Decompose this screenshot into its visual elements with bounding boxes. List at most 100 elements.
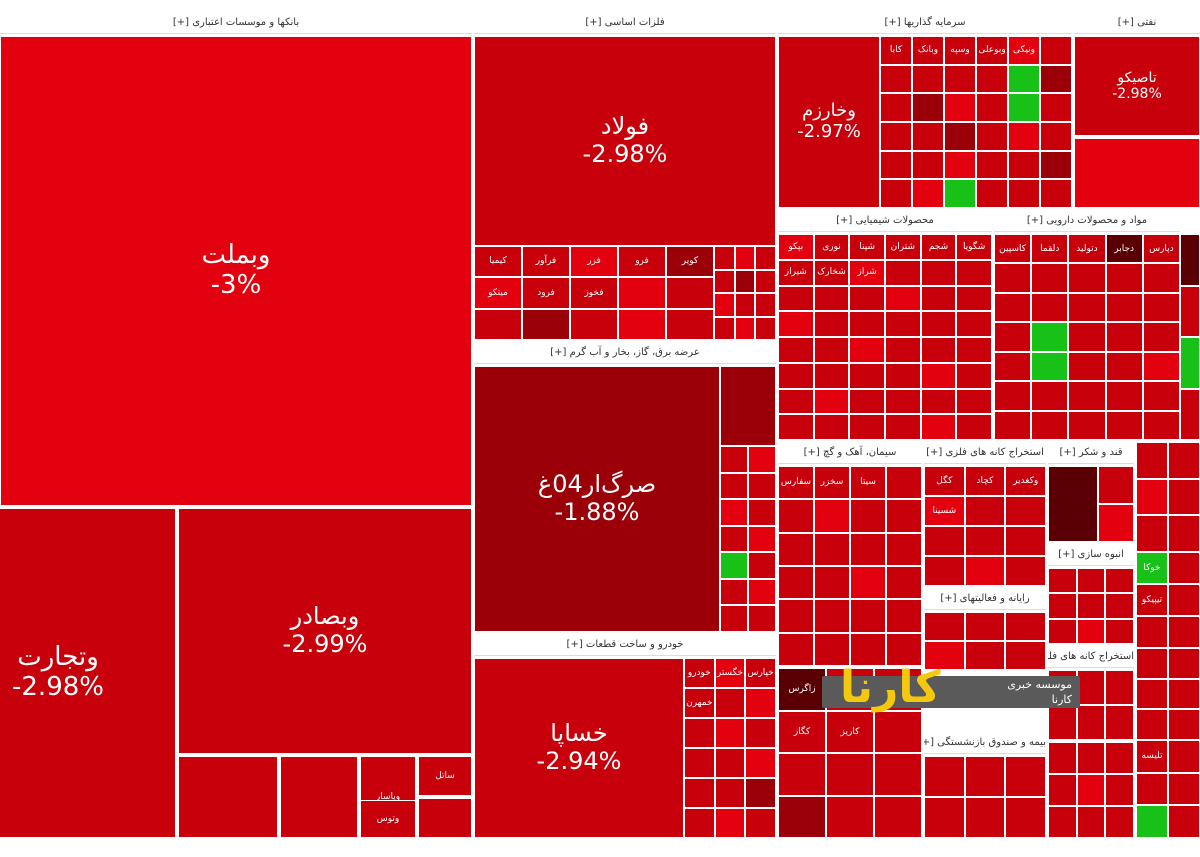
treemap-tile[interactable] [1105,774,1134,806]
treemap-tile[interactable] [1136,616,1168,648]
treemap-tile[interactable] [720,499,748,526]
treemap-tile[interactable] [1168,442,1200,479]
treemap-tile[interactable] [944,64,976,94]
treemap-tile[interactable] [1142,410,1180,440]
treemap-tile[interactable] [1076,618,1106,644]
treemap-tile[interactable] [748,499,776,526]
treemap-tile[interactable] [778,632,814,666]
treemap-tile[interactable] [920,337,957,363]
treemap-tile[interactable] [1098,466,1134,504]
treemap-tile[interactable] [885,414,921,440]
treemap-tile[interactable]: خپارس [745,658,776,688]
treemap-tile[interactable] [1180,337,1200,389]
treemap-tile[interactable]: میتکو [474,277,522,309]
treemap-tile[interactable] [1142,292,1180,323]
treemap-tile[interactable]: فرود [522,277,570,309]
treemap-tile[interactable]: نوری [813,234,850,260]
treemap-tile[interactable] [1168,616,1200,648]
treemap-tile[interactable] [745,688,776,718]
treemap-tile[interactable] [734,293,756,317]
treemap-tile[interactable] [924,797,965,838]
treemap-tile[interactable]: کگل [924,466,965,496]
treemap-tile[interactable] [714,748,746,778]
treemap-tile[interactable]: فولاد -2.98% [474,36,776,246]
treemap-tile[interactable]: شجم [920,234,957,260]
treemap-tile[interactable] [1076,568,1106,594]
treemap-tile[interactable] [994,322,1032,352]
treemap-tile[interactable] [944,93,976,122]
treemap-tile[interactable] [849,388,885,415]
sector-header[interactable]: نفتی [+] [1074,12,1200,34]
treemap-tile[interactable] [880,64,912,94]
treemap-tile[interactable] [920,311,957,337]
treemap-tile[interactable] [994,351,1032,382]
treemap-tile[interactable] [1008,64,1040,94]
treemap-tile[interactable] [964,756,1006,797]
treemap-tile[interactable] [1180,234,1200,286]
treemap-tile[interactable]: وکغدیر [1005,466,1046,496]
treemap-tile[interactable] [886,532,922,566]
treemap-tile[interactable]: صرگ‌ار04غ -1.88% [474,366,720,632]
treemap-tile[interactable] [748,578,776,606]
treemap-tile[interactable] [1005,797,1046,838]
treemap-tile[interactable] [1105,410,1143,440]
treemap-tile[interactable] [1040,150,1072,180]
treemap-tile[interactable] [912,93,944,122]
treemap-tile[interactable]: ونیکی [1008,36,1040,65]
treemap-tile[interactable] [1048,742,1077,774]
treemap-tile[interactable]: کاریز [826,710,874,753]
sector-header[interactable]: محصولات شیمیایی [+] [778,210,992,232]
treemap-tile[interactable] [814,499,850,533]
sector-header[interactable]: رایانه و فعالیتهای [+] [924,588,1046,610]
sector-header[interactable]: انبوه سازی [+] [1048,544,1134,566]
treemap-tile[interactable] [850,599,886,633]
treemap-tile[interactable] [1076,774,1106,806]
treemap-tile[interactable] [1048,705,1077,740]
sector-header[interactable]: بانکها و موسسات اعتباری [+] [0,12,472,34]
treemap-tile[interactable] [1136,515,1168,552]
treemap-tile[interactable] [1168,772,1200,806]
treemap-tile[interactable] [666,277,714,309]
treemap-tile[interactable] [720,525,748,553]
treemap-tile[interactable] [850,632,886,666]
treemap-tile[interactable]: فزر [570,246,618,278]
treemap-tile[interactable]: کیمیا [474,246,522,278]
treemap-tile[interactable] [1168,515,1200,552]
treemap-tile[interactable] [1168,678,1200,710]
treemap-tile[interactable]: سفارس [778,466,814,500]
treemap-tile[interactable] [720,366,776,446]
treemap-tile[interactable]: کابا [880,36,912,65]
treemap-tile[interactable]: دلقما [1031,234,1069,264]
treemap-tile[interactable] [886,632,922,666]
treemap-tile[interactable] [1136,709,1168,740]
treemap-tile[interactable] [1031,410,1069,440]
treemap-tile[interactable] [994,263,1032,293]
treemap-tile[interactable] [956,259,992,286]
treemap-tile[interactable] [814,566,850,600]
treemap-tile[interactable] [1076,742,1106,774]
treemap-tile[interactable] [920,388,957,415]
treemap-tile[interactable] [814,599,850,633]
treemap-tile[interactable]: تاصیکو -2.98% [1074,36,1200,136]
treemap-tile[interactable] [684,748,715,778]
treemap-tile[interactable]: شپنا [849,234,885,260]
treemap-tile[interactable] [1076,705,1106,740]
treemap-tile[interactable] [1180,285,1200,337]
treemap-tile[interactable] [813,285,850,312]
treemap-tile[interactable] [778,388,814,415]
treemap-tile[interactable]: کگاز [778,710,826,753]
treemap-tile[interactable] [1105,322,1143,352]
treemap-tile[interactable] [778,285,814,312]
treemap-tile[interactable] [1180,388,1200,440]
treemap-tile[interactable]: کچاد [964,466,1006,496]
treemap-tile[interactable] [814,632,850,666]
treemap-tile[interactable] [1105,705,1134,740]
treemap-tile[interactable] [964,612,1006,641]
treemap-tile[interactable] [1105,263,1143,293]
treemap-tile[interactable] [778,599,814,633]
treemap-tile[interactable] [1076,670,1106,705]
treemap-tile[interactable] [1005,496,1046,526]
treemap-tile[interactable] [849,362,885,389]
treemap-tile[interactable] [944,150,976,180]
treemap-tile[interactable]: کویر [666,246,714,278]
